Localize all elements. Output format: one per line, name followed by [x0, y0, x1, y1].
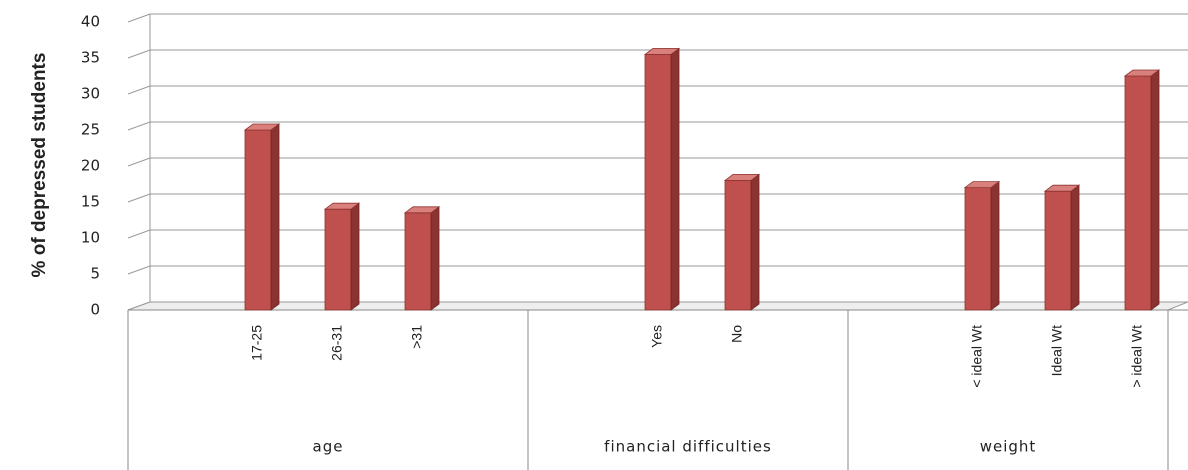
- bar-side: [270, 123, 280, 311]
- y-tick-label: 25: [81, 121, 100, 139]
- y-tick-label: 10: [81, 229, 100, 247]
- y-tick-label: 30: [81, 85, 100, 103]
- bar-top: [403, 206, 441, 214]
- bar-top: [1043, 184, 1081, 192]
- bar-top: [323, 202, 361, 210]
- bar-front: [644, 54, 672, 311]
- bar-top: [963, 181, 1001, 189]
- bar-side: [750, 173, 760, 311]
- x-tick-label: Yes: [649, 325, 665, 348]
- y-tick-label: 0: [90, 301, 100, 319]
- group-label: financial difficulties: [604, 438, 772, 456]
- bar-front: [1044, 190, 1072, 311]
- y-tick-label: 20: [81, 157, 100, 175]
- bar: [963, 180, 1001, 311]
- bar-side: [990, 180, 1000, 311]
- bar: [1123, 69, 1161, 311]
- y-tick-label: 40: [81, 13, 100, 31]
- x-tick-label: Ideal Wt: [1049, 325, 1065, 376]
- bar-top: [643, 48, 681, 55]
- bar: [1043, 184, 1081, 311]
- group-label: age: [313, 438, 344, 456]
- x-tick-label: < ideal Wt: [969, 325, 985, 388]
- bar-top: [1123, 69, 1161, 77]
- bar-side: [1070, 184, 1080, 311]
- y-tick-label: 15: [81, 193, 100, 211]
- x-tick-label: >31: [409, 325, 425, 349]
- bar-side: [1150, 69, 1160, 311]
- bar: [323, 202, 361, 311]
- bar: [723, 173, 761, 311]
- bar: [403, 206, 441, 311]
- x-tick-label: No: [729, 325, 745, 343]
- bar-side: [670, 47, 680, 311]
- x-tick-label: > ideal Wt: [1129, 325, 1145, 388]
- bar: [643, 47, 681, 311]
- bar-top: [243, 123, 281, 131]
- bar: [243, 123, 281, 311]
- group-label: weight: [980, 438, 1037, 456]
- bar-top: [723, 173, 761, 181]
- bar-side: [350, 202, 360, 311]
- x-tick-label: 17-25: [249, 325, 265, 361]
- y-tick-label: 5: [90, 265, 100, 283]
- bar-side: [430, 206, 440, 311]
- y-tick-label: 35: [81, 49, 100, 67]
- bar-front: [964, 187, 992, 311]
- bar-front: [404, 212, 432, 311]
- bar-front: [1124, 75, 1152, 311]
- bar-front: [324, 208, 352, 311]
- grid-line: [127, 13, 1188, 23]
- y-axis-title: % of depressed students: [29, 53, 50, 278]
- bar-front: [244, 129, 272, 311]
- bar-front: [724, 179, 752, 311]
- x-tick-label: 26-31: [329, 325, 345, 361]
